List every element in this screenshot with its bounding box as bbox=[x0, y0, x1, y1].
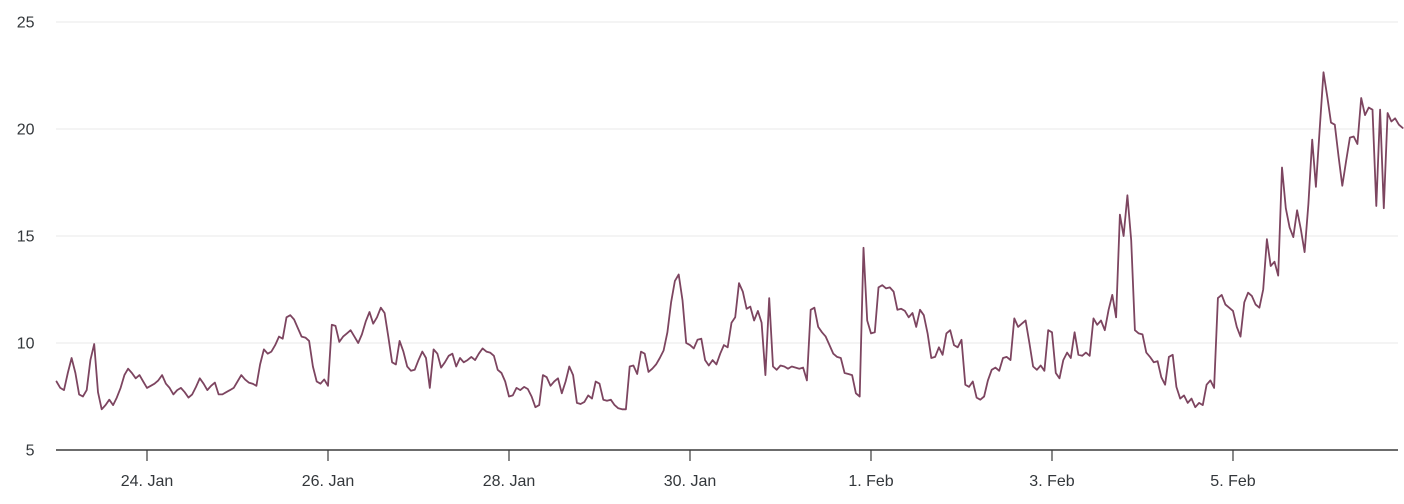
y-axis-label: 25 bbox=[17, 15, 35, 32]
x-axis-label: 30. Jan bbox=[664, 473, 716, 490]
y-axis-label: 15 bbox=[17, 229, 35, 246]
y-axis-labels-group: 5 10 15 20 25 bbox=[17, 15, 35, 460]
x-axis-label: 24. Jan bbox=[121, 473, 173, 490]
series-line[interactable] bbox=[55, 71, 1404, 411]
series-group bbox=[55, 71, 1404, 411]
x-axis-group bbox=[56, 449, 1398, 461]
y-axis-label: 10 bbox=[17, 336, 35, 353]
x-axis-labels-group: 24. Jan 26. Jan 28. Jan 30. Jan 1. Feb 3. Feb… bbox=[121, 473, 1256, 490]
x-axis-label: 5. Feb bbox=[1210, 473, 1255, 490]
x-axis-label: 26. Jan bbox=[302, 473, 354, 490]
y-axis-label: 5 bbox=[26, 443, 35, 460]
x-axis-label: 28. Jan bbox=[483, 473, 535, 490]
x-axis-label: 1. Feb bbox=[848, 473, 893, 490]
gridlines-group bbox=[56, 21, 1398, 344]
y-axis-label: 20 bbox=[17, 122, 35, 139]
x-axis-label: 3. Feb bbox=[1029, 473, 1074, 490]
